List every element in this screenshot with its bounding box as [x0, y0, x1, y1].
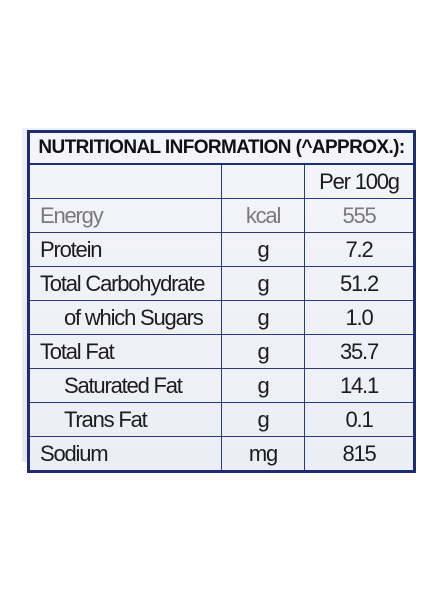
nutrient-name: Sodium	[28, 436, 222, 472]
header-unit-cell	[221, 163, 305, 199]
nutrient-value: 0.1	[303, 402, 416, 437]
nutrient-unit: g	[221, 402, 305, 437]
nutrient-value: 51.2	[303, 266, 416, 301]
table-row: of which Sugars g 1.0	[28, 300, 416, 335]
table-row: Saturated Fat g 14.1	[28, 368, 416, 403]
nutrient-value: 35.7	[303, 334, 416, 369]
nutrition-facts-table: NUTRITIONAL INFORMATION (^APPROX.): Per …	[27, 130, 417, 473]
header-name-cell	[28, 163, 222, 199]
nutrient-unit: g	[221, 300, 305, 335]
table-row: Energy kcal 555	[28, 198, 416, 233]
table-row: Protein g 7.2	[28, 232, 416, 267]
nutrient-name: Total Fat	[28, 334, 222, 369]
header-per-100g: Per 100g	[303, 163, 416, 199]
nutrient-unit: g	[221, 334, 305, 369]
nutrient-name: Protein	[28, 232, 222, 267]
nutrient-name: Trans Fat	[28, 402, 222, 437]
nutrient-value: 555	[303, 198, 416, 233]
nutrient-unit: g	[221, 232, 305, 267]
nutrient-value: 1.0	[303, 300, 416, 335]
nutrient-unit: g	[221, 368, 305, 403]
table-row: Total Fat g 35.7	[28, 334, 416, 369]
nutrient-unit: mg	[221, 436, 305, 472]
table-row: Trans Fat g 0.1	[28, 402, 416, 437]
nutrient-name: Total Carbohydrate	[28, 266, 222, 301]
nutrient-unit: g	[221, 266, 305, 301]
table-title-row: NUTRITIONAL INFORMATION (^APPROX.):	[27, 131, 416, 165]
nutrient-unit: kcal	[221, 198, 305, 233]
table-row: Sodium mg 815	[28, 436, 416, 472]
nutrient-name: Energy	[28, 198, 222, 233]
nutrient-value: 14.1	[303, 368, 416, 403]
nutrient-name: Saturated Fat	[28, 368, 222, 403]
table-title: NUTRITIONAL INFORMATION (^APPROX.):	[27, 131, 416, 165]
nutrient-value: 7.2	[303, 232, 416, 267]
nutrient-value: 815	[303, 436, 416, 472]
table-header-row: Per 100g	[28, 163, 416, 199]
nutrient-name: of which Sugars	[28, 300, 222, 335]
table-row: Total Carbohydrate g 51.2	[28, 266, 416, 301]
